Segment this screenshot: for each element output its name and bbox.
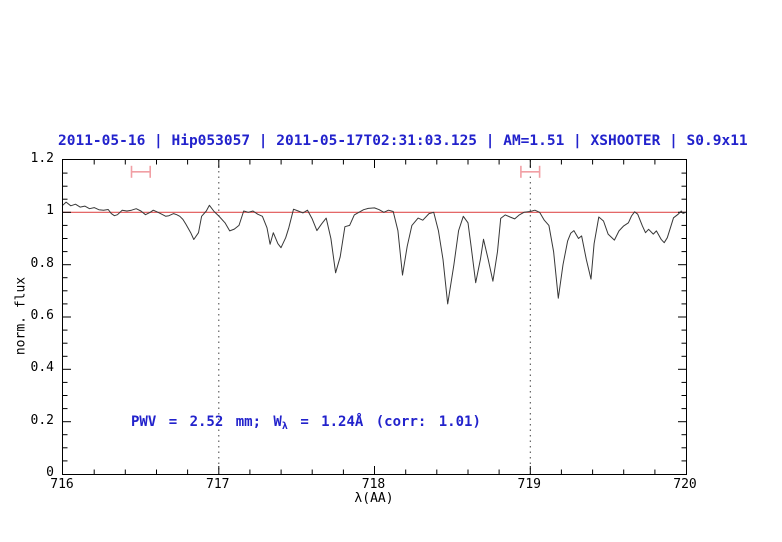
y-tick-label: 1 (46, 203, 54, 219)
x-tick-label: 717 (206, 477, 230, 492)
spectrum-plot-canvas (63, 160, 686, 474)
pwv-annotation-subscript: λ (281, 421, 288, 432)
y-tick-label: 0.2 (30, 412, 54, 428)
y-tick-label: 0.6 (30, 308, 54, 323)
pwv-annotation: PWV = 2.52 mm; Wλ = 1.24Å (corr: 1.01) (131, 414, 481, 432)
x-tick-label: 720 (673, 477, 697, 492)
x-tick-label: 718 (361, 477, 386, 492)
y-axis-title: norm. flux (13, 276, 29, 356)
pwv-annotation-prefix: PWV = 2.52 mm; W (131, 414, 282, 430)
y-tick-label: 1.2 (30, 151, 54, 166)
y-tick-label: 0.8 (30, 255, 54, 271)
y-tick-label: 0.4 (30, 360, 54, 376)
plot-title: 2011-05-16 | Hip053057 | 2011-05-17T02:3… (58, 133, 748, 149)
pwv-annotation-suffix: = 1.24Å (corr: 1.01) (287, 414, 481, 430)
x-tick-label: 716 (50, 477, 74, 492)
x-tick-label: 719 (517, 477, 541, 492)
x-axis-title: λ(AA) (354, 491, 394, 506)
plot-box (62, 159, 687, 475)
spectrum-line (63, 201, 686, 305)
y-tick-label: 0 (46, 465, 54, 480)
